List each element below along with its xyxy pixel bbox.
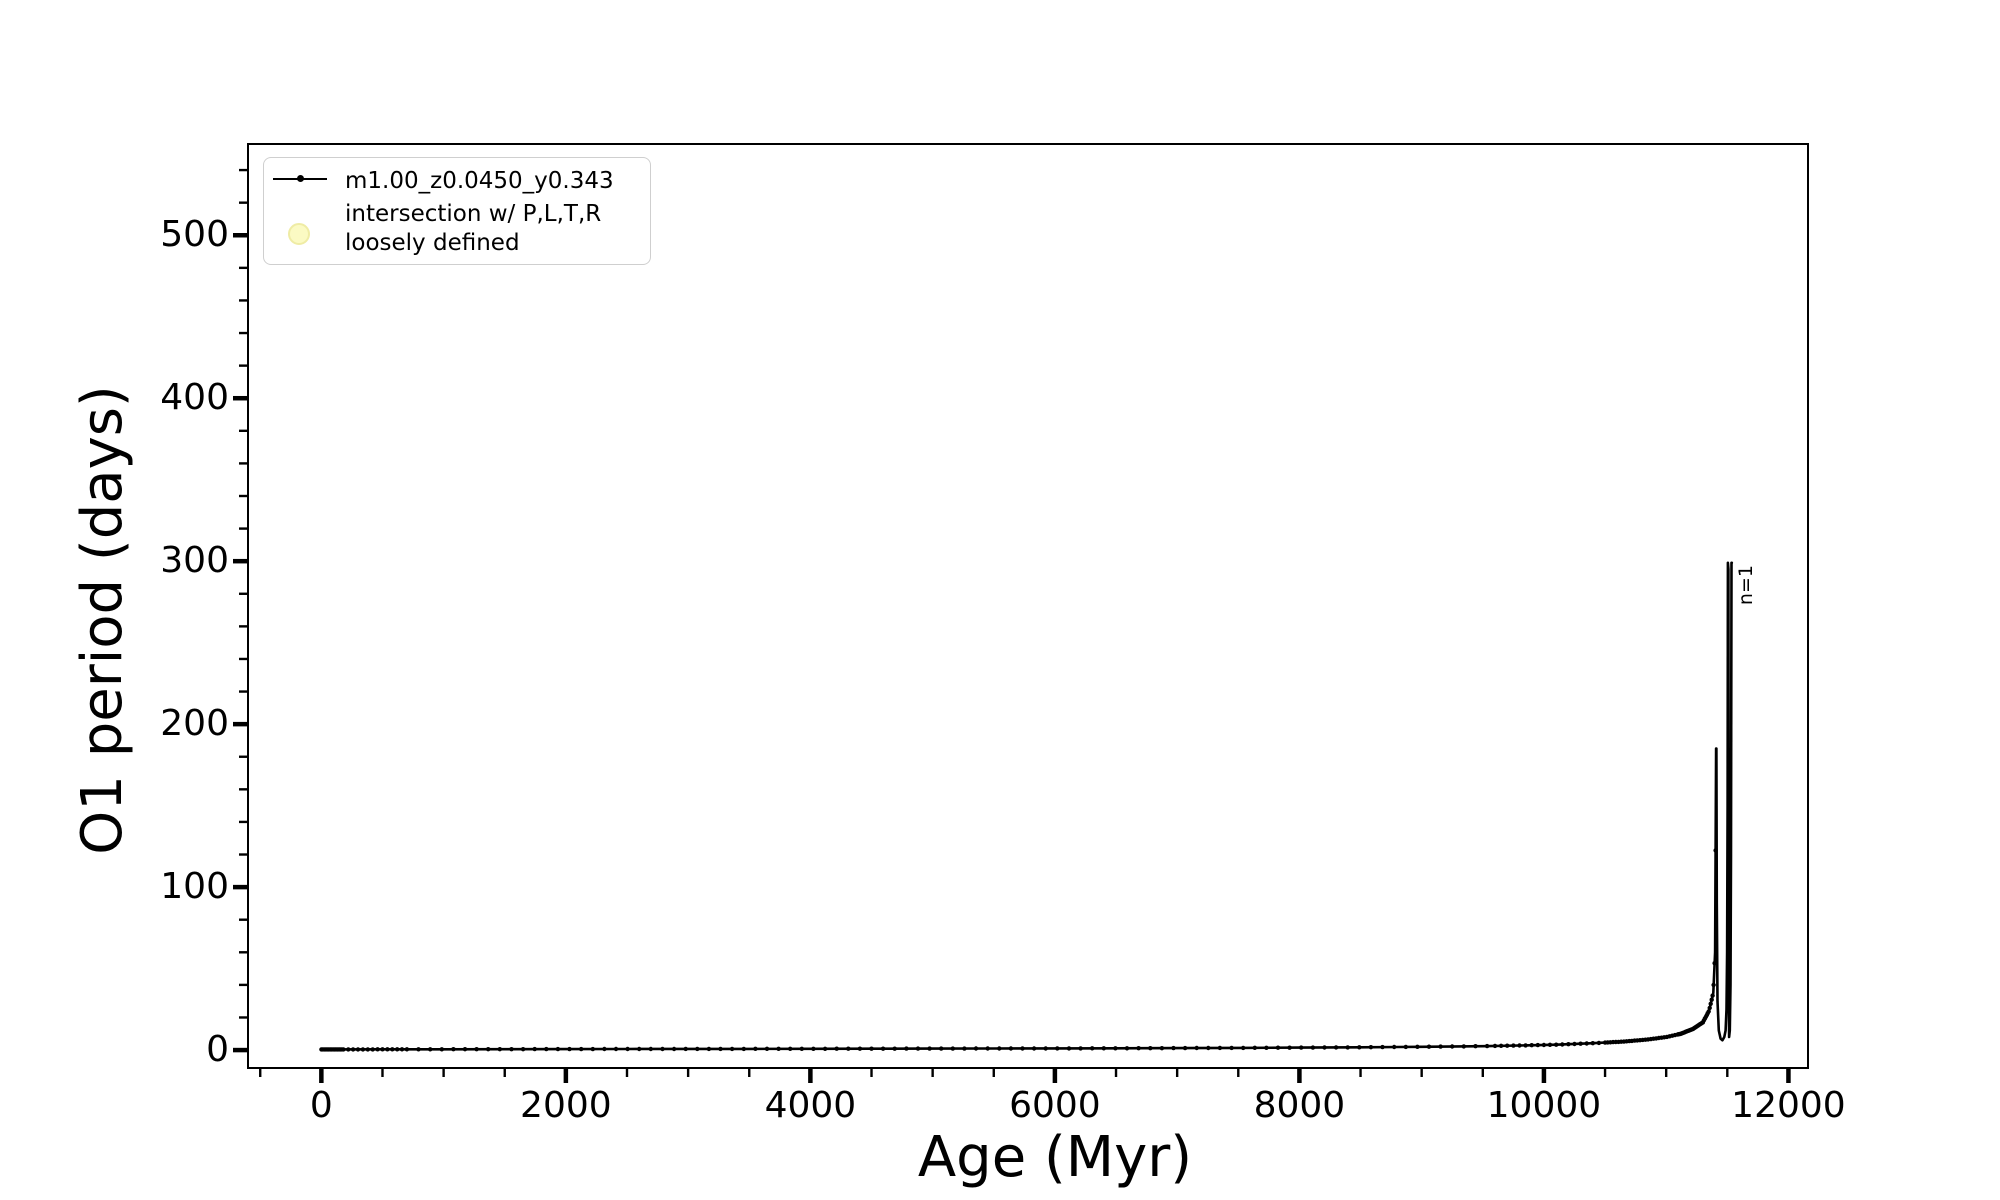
x-tick-label: 2000: [520, 1085, 612, 1126]
legend-label-intersection: intersection w/ P,L,T,R loosely defined: [345, 201, 602, 256]
series-line: [320, 561, 1734, 1051]
axis-ticks: [233, 168, 1791, 1083]
y-tick-label: 100: [160, 866, 229, 908]
x-tick-label: 10000: [1486, 1085, 1602, 1126]
axes-spines: [247, 143, 1809, 1069]
x-axis-label: Age (Myr): [917, 1125, 1193, 1190]
y-tick-label: 200: [160, 703, 229, 745]
y-tick-label: 500: [160, 214, 229, 256]
spike-annotation: n=1: [1734, 564, 1757, 605]
legend: m1.00_z0.0450_y0.343 intersection w/ P,L…: [263, 157, 651, 265]
x-tick-label: 4000: [764, 1085, 857, 1126]
x-tick-label: 6000: [1009, 1085, 1101, 1126]
x-tick-label: 12000: [1731, 1085, 1846, 1126]
y-tick-label: 0: [206, 1029, 229, 1071]
y-axis-label: O1 period (days): [70, 385, 135, 855]
legend-circle-marker-icon: [288, 223, 310, 245]
series-markers: [319, 848, 1718, 1052]
legend-point-marker-icon: [297, 175, 304, 182]
x-tick-label: 0: [309, 1085, 333, 1126]
y-tick-label: 400: [160, 377, 229, 419]
legend-label-series: m1.00_z0.0450_y0.343: [345, 168, 614, 194]
x-tick-label: 8000: [1253, 1085, 1346, 1126]
y-tick-label: 300: [160, 540, 229, 582]
